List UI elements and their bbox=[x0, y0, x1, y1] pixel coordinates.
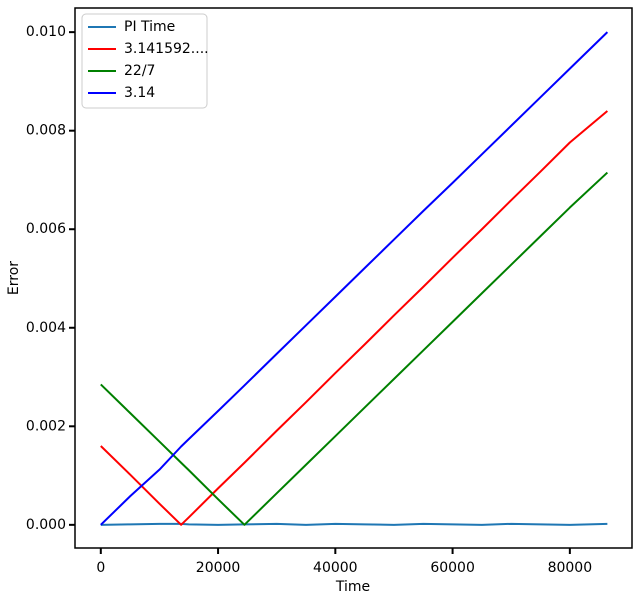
line-series bbox=[100, 171, 609, 526]
x-axis-label: Time bbox=[335, 579, 370, 595]
line-series bbox=[100, 110, 609, 526]
legend-label: 3.141592.... bbox=[124, 41, 209, 57]
y-tick-label: 0.004 bbox=[26, 320, 66, 336]
y-axis-label: Error bbox=[6, 261, 22, 295]
y-tick-label: 0.000 bbox=[26, 517, 66, 533]
legend-label: PI Time bbox=[124, 19, 175, 35]
legend-label: 3.14 bbox=[124, 85, 155, 101]
plot-frame bbox=[74, 7, 633, 549]
x-tick-label: 40000 bbox=[313, 560, 358, 576]
x-tick-label: 80000 bbox=[548, 560, 593, 576]
x-tick-label: 60000 bbox=[430, 560, 475, 576]
legend-label: 22/7 bbox=[124, 63, 155, 79]
x-tick-label: 0 bbox=[96, 560, 105, 576]
x-tick-label: 20000 bbox=[196, 560, 241, 576]
y-tick-label: 0.010 bbox=[26, 24, 66, 40]
y-tick-label: 0.006 bbox=[26, 221, 66, 237]
legend-box bbox=[81, 13, 208, 109]
line-series bbox=[100, 31, 609, 526]
line-series bbox=[100, 522, 608, 526]
y-tick-label: 0.002 bbox=[26, 418, 66, 434]
y-tick-label: 0.008 bbox=[26, 123, 66, 139]
